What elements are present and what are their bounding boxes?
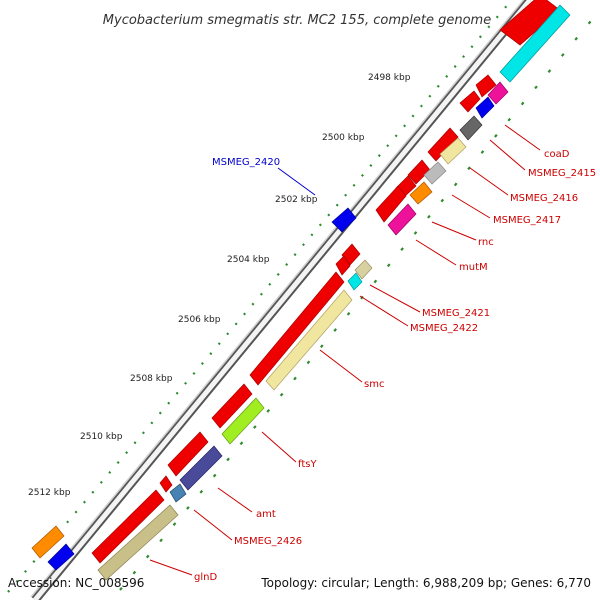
gene-label-msmeg-2416: MSMEG_2416 <box>510 193 578 204</box>
forward-cds[interactable] <box>167 431 209 477</box>
gene-label-mutM: mutM <box>459 262 488 273</box>
backbone-highlight <box>30 0 525 598</box>
forward-cds[interactable] <box>249 271 345 386</box>
reverse-cds-track <box>97 4 571 581</box>
backbone <box>33 0 532 600</box>
gene-label-rnc: rnc <box>478 237 494 248</box>
accession-text: Accession: NC_008596 <box>8 576 144 590</box>
gene-label-glnD: glnD <box>194 572 217 583</box>
kbp-label: 2498 kbp <box>368 73 411 83</box>
kbp-label: 2500 kbp <box>322 133 365 143</box>
reverse-cds[interactable] <box>347 272 363 291</box>
gene-label-amt: amt <box>256 509 276 520</box>
gene-label-smc: smc <box>364 379 384 390</box>
map-title: Mycobacterium smegmatis str. MC2 155, co… <box>103 13 491 28</box>
forward-cds[interactable] <box>427 127 459 162</box>
reverse-cds[interactable] <box>97 504 179 581</box>
forward-cds-track <box>91 0 561 564</box>
gene-label-msmeg-2426: MSMEG_2426 <box>234 536 302 547</box>
forward-cds[interactable] <box>375 185 407 223</box>
reverse-cds[interactable] <box>487 81 509 105</box>
kbp-label: 2504 kbp <box>227 255 270 265</box>
kbp-label: 2506 kbp <box>178 315 221 325</box>
forward-cds[interactable] <box>475 74 497 98</box>
forward-cds[interactable] <box>459 90 481 113</box>
reverse-cds[interactable] <box>423 161 447 185</box>
forward-cds[interactable] <box>91 489 165 564</box>
forward-cds[interactable] <box>211 383 253 429</box>
forward-cds[interactable] <box>159 475 173 493</box>
gene-label-msmeg-2421: MSMEG_2421 <box>422 308 490 319</box>
kbp-label: 2512 kbp <box>28 488 71 498</box>
cds-msmeg-2420[interactable] <box>331 207 357 233</box>
reverse-cds[interactable] <box>169 483 187 503</box>
genome-summary-text: Topology: circular; Length: 6,988,209 bp… <box>260 576 591 590</box>
label-connectors <box>149 124 541 576</box>
inner-tick-ring <box>119 9 600 591</box>
reverse-cds[interactable] <box>439 137 467 165</box>
reverse-cds[interactable] <box>475 96 495 119</box>
kbp-label: 2508 kbp <box>130 374 173 384</box>
reverse-cds[interactable] <box>409 181 433 205</box>
label-connector-blue <box>277 167 316 196</box>
reverse-cds[interactable] <box>387 203 417 236</box>
outer-cds[interactable] <box>47 543 75 571</box>
gene-label-msmeg-2415: MSMEG_2415 <box>528 168 596 179</box>
kbp-label: 2502 kbp <box>275 195 318 205</box>
outer-cds[interactable] <box>31 525 65 559</box>
reverse-cds[interactable] <box>459 115 483 141</box>
reverse-cds[interactable] <box>179 445 223 491</box>
gene-label-msmeg-2420: MSMEG_2420 <box>212 157 280 168</box>
kbp-dot-ring <box>7 1 511 593</box>
gene-label-coaD: coaD <box>544 149 570 160</box>
gene-label-msmeg-2422: MSMEG_2422 <box>410 323 478 334</box>
reverse-cds[interactable] <box>354 259 373 280</box>
reverse-cds[interactable] <box>221 397 265 445</box>
gene-label-ftsY: ftsY <box>298 459 317 470</box>
reverse-cds[interactable] <box>265 289 353 391</box>
gene-label-msmeg-2417: MSMEG_2417 <box>493 215 561 226</box>
forward-cds[interactable] <box>335 255 351 276</box>
kbp-label: 2510 kbp <box>80 432 123 442</box>
reverse-cds[interactable] <box>499 4 571 83</box>
